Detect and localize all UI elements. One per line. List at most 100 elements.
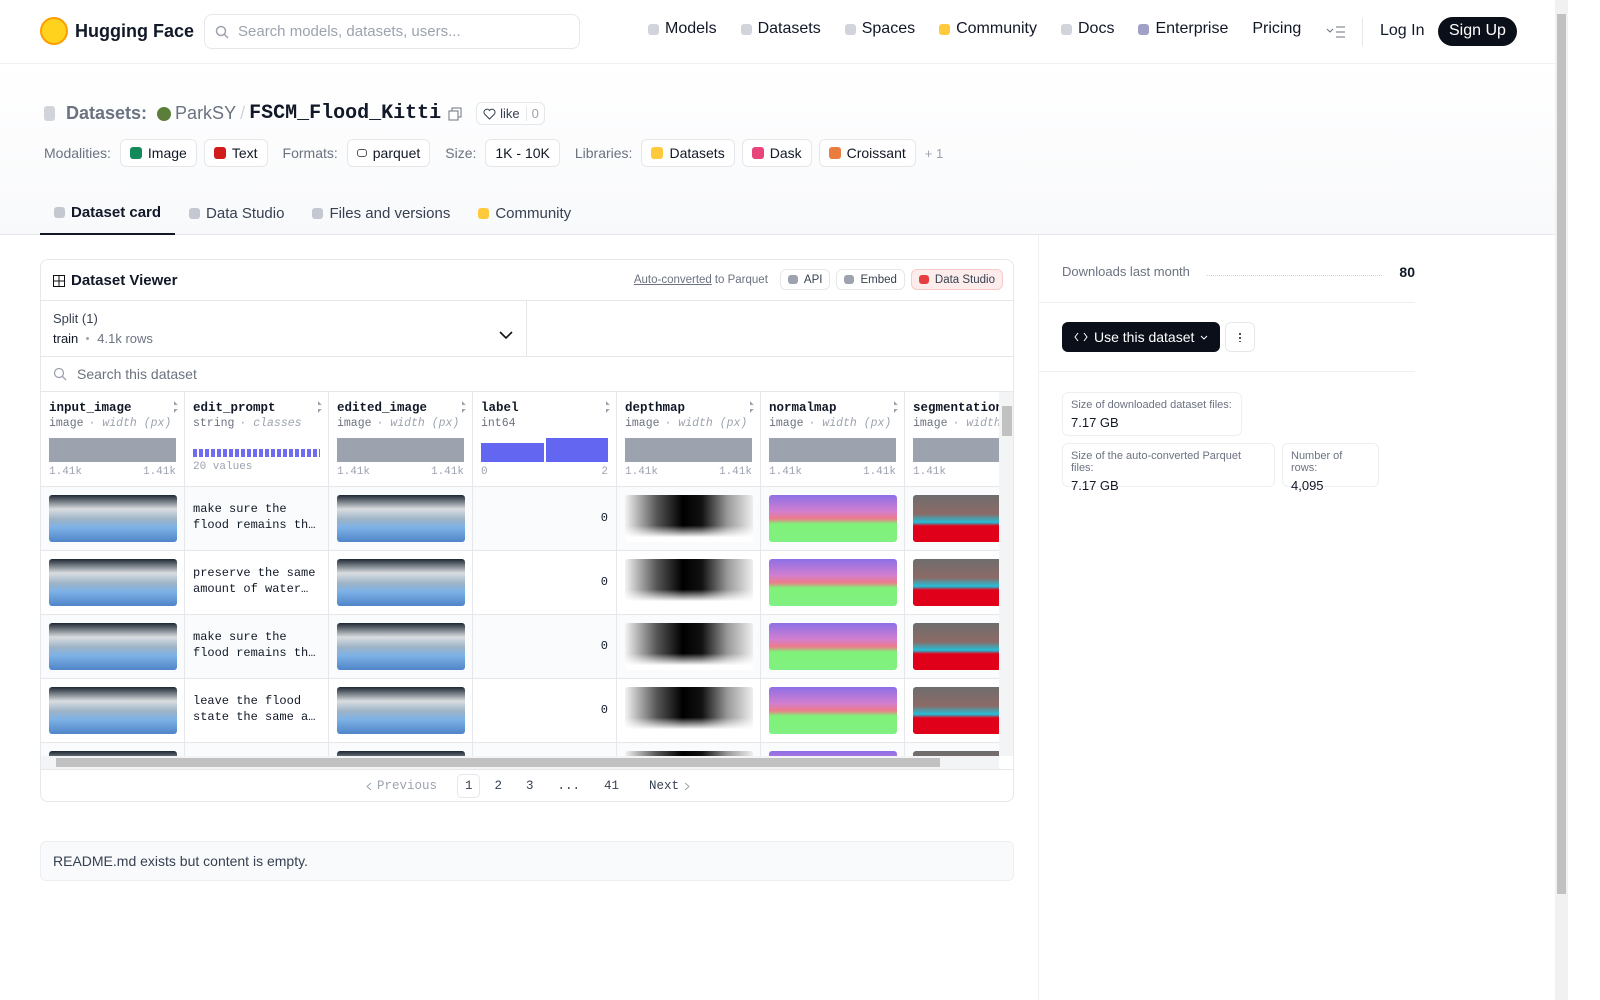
thumb[interactable] bbox=[56, 758, 940, 767]
h-scrollbar[interactable] bbox=[41, 756, 999, 769]
table-cell: make sure the flood remains the same bbox=[185, 615, 329, 679]
column-type: image · width (px) bbox=[769, 417, 896, 430]
table-cell bbox=[41, 615, 185, 679]
table-cell bbox=[617, 615, 761, 679]
hint: · width (px) bbox=[808, 417, 892, 430]
column-type: string · classes bbox=[193, 417, 320, 430]
icon bbox=[648, 23, 659, 35]
copy-icon[interactable] bbox=[448, 107, 462, 121]
thumbnail[interactable] bbox=[769, 623, 897, 670]
auto-converted[interactable]: Auto-converted bbox=[633, 273, 712, 286]
nav-link-text: Pricing bbox=[1252, 20, 1302, 37]
logo[interactable] bbox=[40, 17, 68, 45]
brand[interactable]: Hugging Face bbox=[75, 21, 195, 41]
nav-link[interactable]: Spaces bbox=[844, 20, 915, 38]
nav-link[interactable]: Datasets bbox=[740, 20, 821, 38]
tab[interactable]: Data Studio bbox=[175, 192, 298, 235]
thumbnail[interactable] bbox=[625, 495, 753, 542]
viewer-button[interactable]: Embed bbox=[836, 269, 905, 290]
page-scrollbar[interactable] bbox=[1555, 0, 1568, 1000]
page-item[interactable]: 1 bbox=[456, 774, 481, 798]
table-cell bbox=[617, 487, 761, 551]
page-item[interactable]: Previous bbox=[351, 774, 447, 798]
thumbnail[interactable] bbox=[337, 623, 465, 670]
v-scrollbar[interactable] bbox=[999, 392, 1013, 756]
max: 1.41k bbox=[430, 466, 464, 478]
nav-link[interactable]: Enterprise bbox=[1138, 20, 1228, 38]
nav-link[interactable]: Community bbox=[939, 20, 1037, 38]
tag[interactable]: Datasets bbox=[641, 139, 735, 167]
viewer-search[interactable]: Search this dataset bbox=[41, 356, 1013, 392]
like-button[interactable]: like 0 bbox=[476, 102, 545, 125]
column-type: int64 bbox=[481, 417, 608, 430]
thumbnail[interactable] bbox=[625, 559, 753, 606]
tag[interactable]: Image bbox=[119, 139, 197, 167]
thumbnail[interactable] bbox=[337, 559, 465, 606]
page-item[interactable]: ... bbox=[548, 774, 591, 798]
stat-label: Number of rows: bbox=[1291, 450, 1343, 474]
page-item[interactable]: 3 bbox=[516, 774, 544, 798]
dataset-name[interactable]: FSCM_Flood_Kitti bbox=[249, 102, 442, 125]
tag[interactable]: Dask bbox=[741, 139, 812, 167]
heart-icon bbox=[483, 108, 496, 120]
table-cell bbox=[329, 743, 473, 756]
tab[interactable]: Files and versions bbox=[298, 192, 464, 235]
tag-group-label: Formats: bbox=[282, 145, 338, 161]
viewer-button[interactable]: Data Studio bbox=[910, 269, 1003, 290]
thumbnail[interactable] bbox=[625, 751, 753, 756]
tag-group-label: Libraries: bbox=[574, 145, 633, 161]
tab[interactable]: Community bbox=[464, 192, 585, 235]
thumbnail[interactable] bbox=[49, 751, 177, 756]
page-item[interactable]: 2 bbox=[484, 774, 512, 798]
nav-link[interactable]: Models bbox=[648, 20, 717, 38]
thumbnail[interactable] bbox=[49, 495, 177, 542]
thumbnail[interactable] bbox=[913, 623, 999, 670]
thumbnail[interactable] bbox=[913, 687, 999, 734]
thumbnail[interactable] bbox=[337, 687, 465, 734]
nav-links: Models Datasets Spaces Community Docs Enterpr… bbox=[648, 20, 1301, 38]
thumbnail[interactable] bbox=[625, 623, 753, 670]
thumb[interactable] bbox=[1557, 14, 1566, 894]
thumbnail[interactable] bbox=[913, 751, 999, 756]
tag[interactable]: Croissant bbox=[818, 139, 916, 167]
thumbnail[interactable] bbox=[49, 623, 177, 670]
thumbnail[interactable] bbox=[769, 495, 897, 542]
table-cell: preserve the same amount of water in the… bbox=[185, 551, 329, 615]
thumbnail[interactable] bbox=[769, 751, 897, 756]
use-dataset[interactable]: Use this dataset bbox=[1062, 322, 1221, 352]
icon bbox=[787, 275, 798, 284]
page-item[interactable]: 41 bbox=[594, 774, 629, 798]
thumbnail[interactable] bbox=[913, 559, 999, 606]
thumbnail[interactable] bbox=[337, 495, 465, 542]
owner[interactable]: ParkSY bbox=[175, 103, 237, 123]
thumbnail[interactable] bbox=[49, 559, 177, 606]
menu-icon[interactable] bbox=[1326, 25, 1346, 39]
search-placeholder: Search this dataset bbox=[77, 366, 197, 382]
nav-link[interactable]: Docs bbox=[1061, 20, 1114, 38]
more-button[interactable] bbox=[1225, 322, 1255, 352]
tag[interactable]: parquet bbox=[346, 139, 431, 167]
tag-more[interactable]: + 1 bbox=[924, 145, 944, 161]
tab[interactable]: Dataset card bbox=[40, 192, 176, 235]
tag-group-label: Size: bbox=[445, 145, 477, 161]
thumbnail[interactable] bbox=[769, 559, 897, 606]
nav-link[interactable]: Pricing bbox=[1252, 20, 1301, 38]
thumb[interactable] bbox=[1002, 406, 1012, 436]
thumbnail[interactable] bbox=[769, 687, 897, 734]
tag[interactable]: 1K - 10K bbox=[485, 139, 560, 167]
split-selector[interactable]: Split (1) train 4.1k rows bbox=[41, 300, 527, 356]
thumbnail[interactable] bbox=[337, 751, 465, 756]
login[interactable]: Log In bbox=[1380, 22, 1425, 39]
page-item[interactable]: Next bbox=[639, 774, 705, 798]
section[interactable]: Datasets: bbox=[66, 103, 148, 123]
search[interactable]: Search models, datasets, users... bbox=[204, 14, 580, 49]
viewer-button[interactable]: API bbox=[779, 269, 831, 290]
signup[interactable]: Sign Up bbox=[1438, 17, 1517, 46]
thumbnail[interactable] bbox=[625, 687, 753, 734]
prompt: preserve the same amount of water in the… bbox=[193, 566, 316, 596]
tag[interactable]: Text bbox=[203, 139, 268, 167]
viewer-title: Dataset Viewer bbox=[53, 272, 177, 289]
thumbnail[interactable] bbox=[913, 495, 999, 542]
thumbnail[interactable] bbox=[49, 687, 177, 734]
min: 1.41k bbox=[913, 466, 947, 478]
